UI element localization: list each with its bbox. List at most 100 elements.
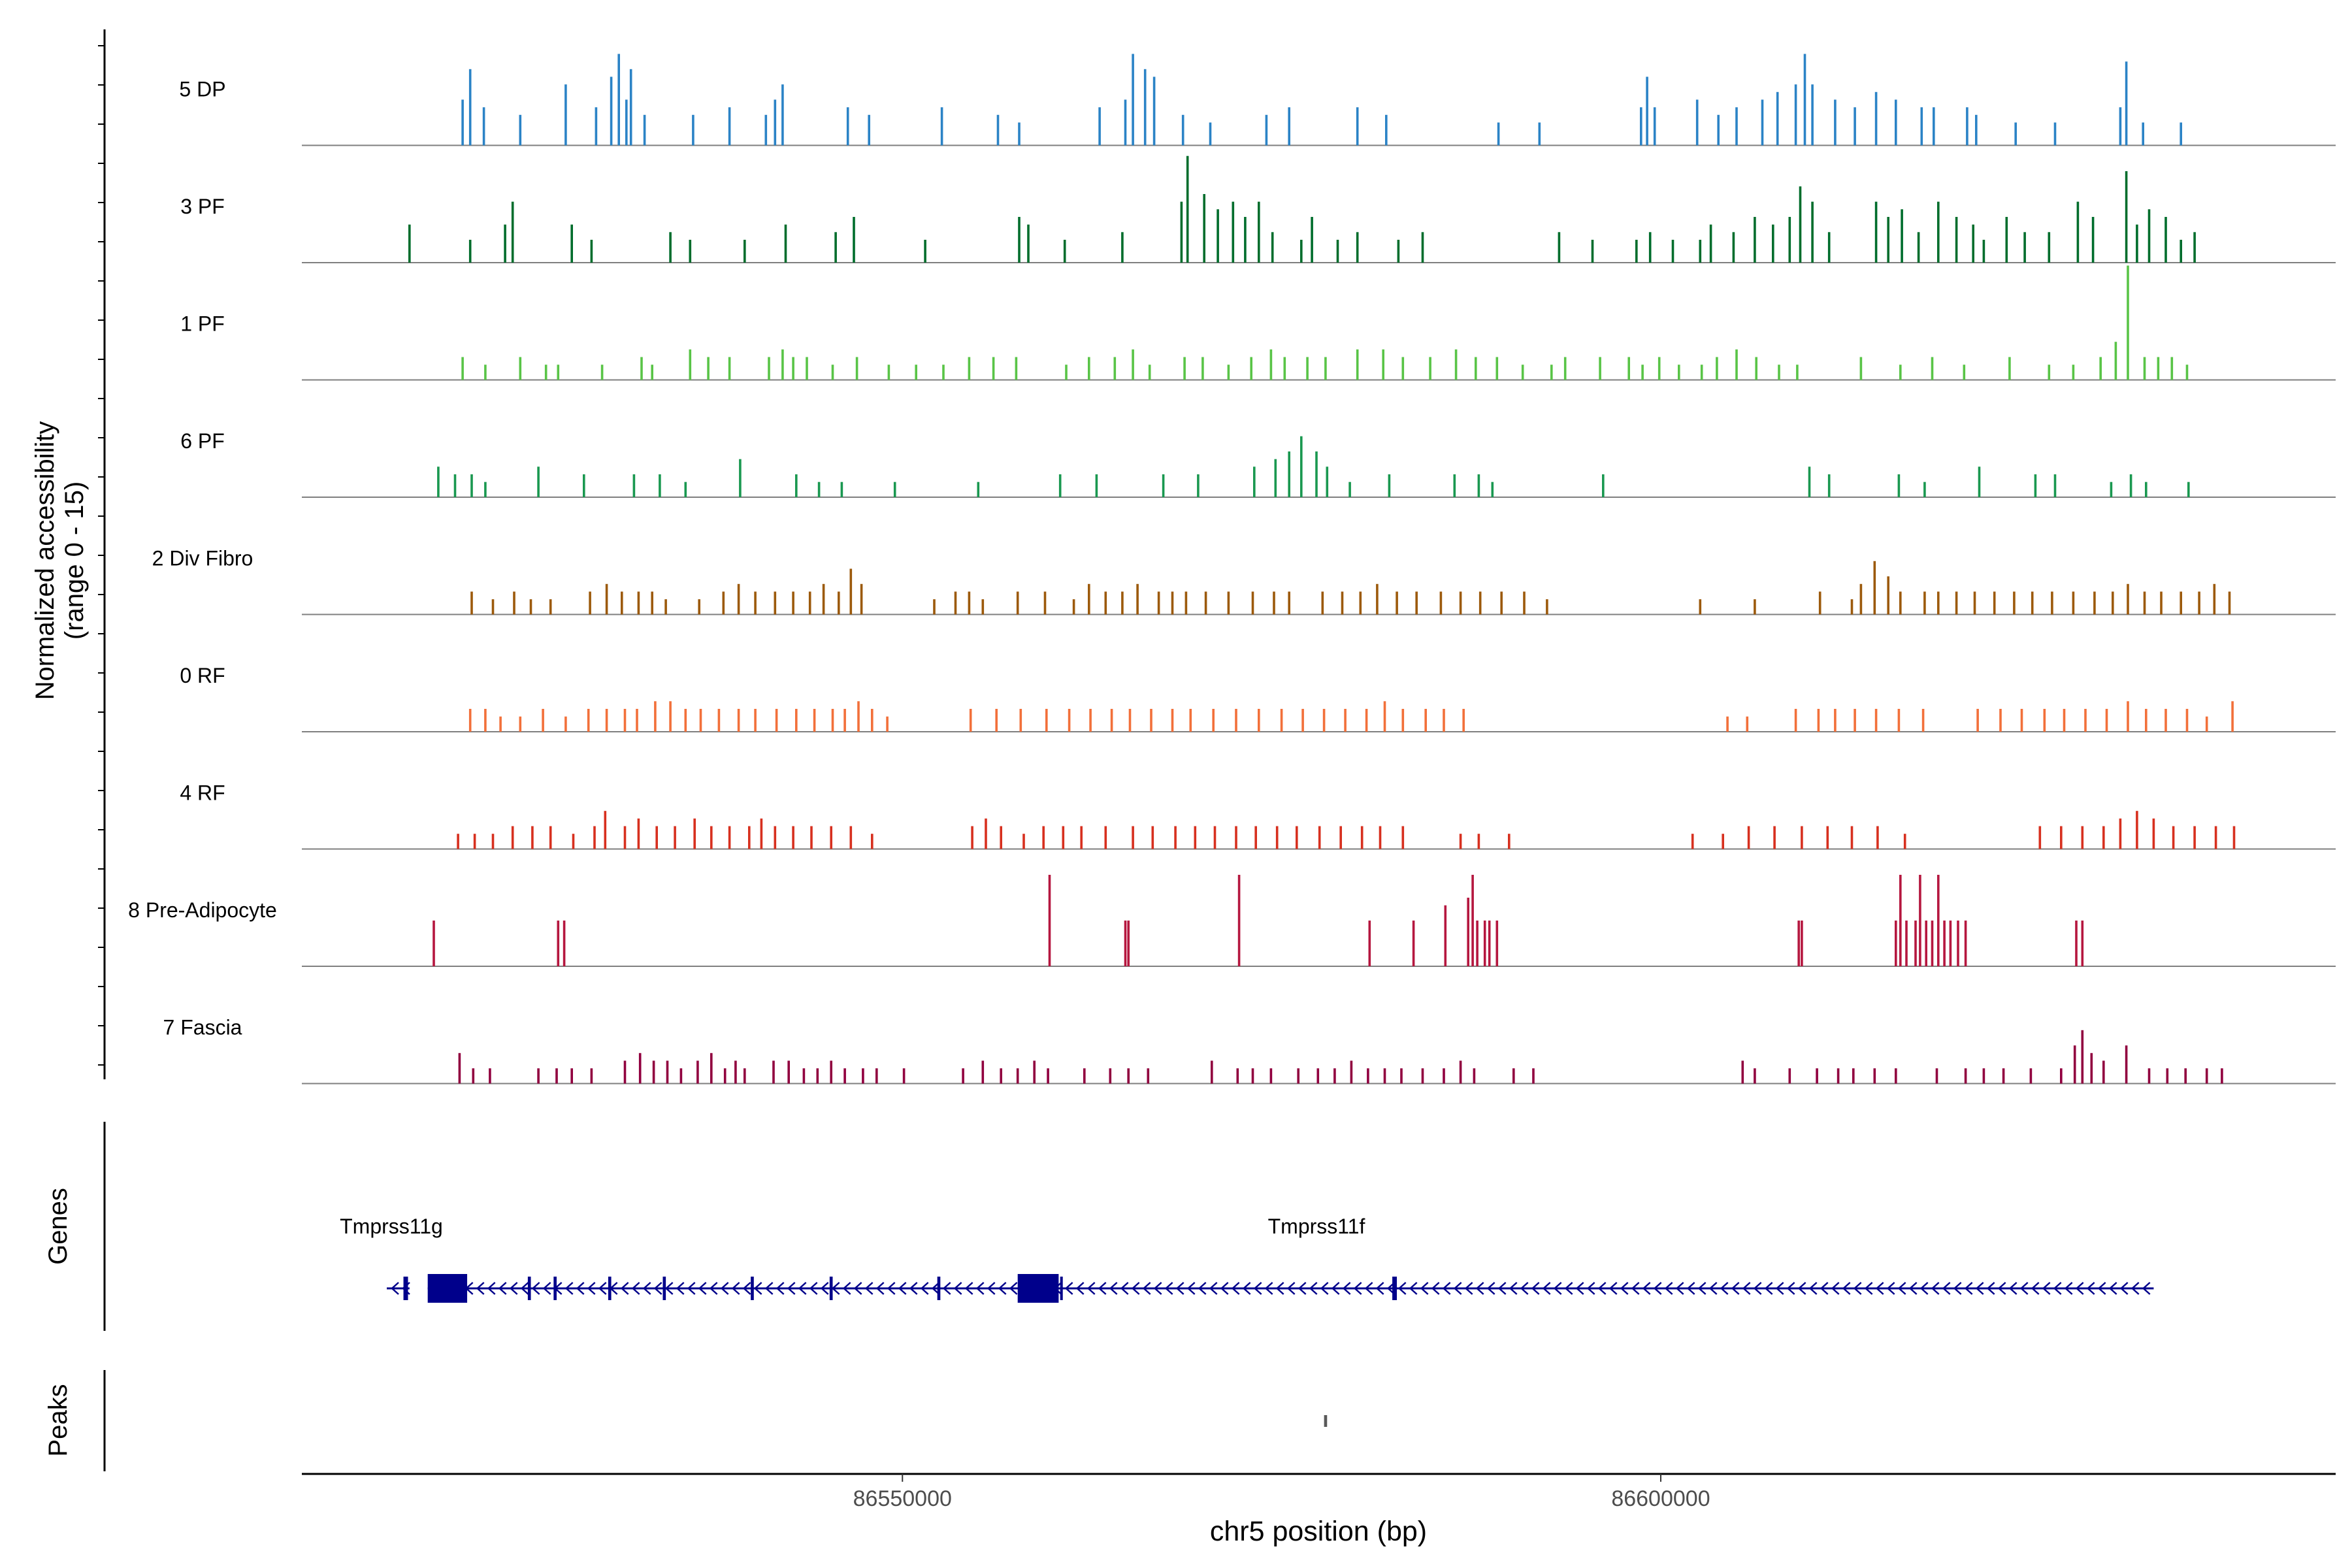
coverage-bar — [1897, 474, 1901, 497]
coverage-bar — [1709, 224, 1712, 263]
coverage-bar — [1919, 875, 1921, 966]
coverage-bar — [1083, 1068, 1086, 1084]
strand-chevron — [887, 1282, 896, 1295]
coverage-bar — [2148, 1068, 2151, 1084]
coverage-bar — [1365, 709, 1368, 732]
strand-chevron — [1875, 1282, 1884, 1295]
track-label: 8 Pre-Adipocyte — [128, 898, 277, 922]
coverage-bar — [1874, 709, 1878, 732]
coverage-bar — [860, 583, 863, 615]
coverage-bar — [1344, 709, 1347, 732]
coverage-bar — [2180, 240, 2182, 263]
coverage-bar — [1232, 201, 1235, 263]
coverage-bar — [489, 1068, 491, 1084]
strand-chevron — [875, 1282, 885, 1295]
coverage-bar — [519, 114, 522, 146]
coverage-bar — [2029, 1068, 2033, 1084]
coverage-bar — [1477, 834, 1480, 849]
coverage-bar — [2081, 1030, 2084, 1084]
strand-chevron — [1564, 1282, 1573, 1295]
coverage-bar — [1127, 921, 1130, 966]
coverage-bar — [2076, 201, 2080, 263]
coverage-bar — [461, 99, 464, 146]
gene-label: Tmprss11g — [340, 1215, 443, 1238]
strand-chevron — [920, 1282, 929, 1295]
track-label: 1 PF — [180, 312, 225, 336]
coverage-bar — [830, 826, 832, 849]
coverage-bar — [570, 224, 573, 263]
coverage-bar — [1444, 905, 1447, 966]
coverage-bar — [1747, 826, 1750, 849]
coverage-bar — [625, 99, 628, 146]
strand-chevron — [753, 1282, 762, 1295]
coverage-bar — [1000, 826, 1002, 849]
coverage-bar — [1454, 349, 1458, 380]
strand-chevron — [1509, 1282, 1518, 1295]
coverage-bar — [1209, 122, 1212, 146]
strand-chevron — [1919, 1282, 1929, 1295]
strand-chevron — [1853, 1282, 1862, 1295]
strand-chevron — [1120, 1282, 1129, 1295]
coverage-bar — [1700, 365, 1703, 380]
coverage-bar — [1065, 365, 1068, 380]
coverage-bar — [1212, 709, 1215, 732]
coverage-bar — [472, 1068, 475, 1084]
coverage-bar — [684, 482, 687, 497]
strand-chevron — [953, 1282, 962, 1295]
coverage-bar — [1181, 114, 1184, 146]
coverage-bar — [831, 365, 834, 380]
strand-chevron — [787, 1282, 796, 1295]
coverage-bar — [781, 349, 784, 380]
coverage-bar — [636, 709, 638, 732]
coverage-bar — [2005, 217, 2008, 263]
coverage-bar — [1827, 474, 1831, 497]
coverage-bar — [1022, 834, 1025, 849]
coverage-bar — [2020, 709, 2023, 732]
coverage-bar — [1808, 466, 1811, 497]
coverage-bar — [1088, 357, 1090, 380]
coverage-bar — [1978, 466, 1981, 497]
coverage-bar — [2091, 217, 2095, 263]
coverage-bar — [473, 834, 476, 849]
coverage-bar — [962, 1068, 964, 1084]
coverage-bar — [1273, 591, 1275, 615]
coverage-bar — [595, 107, 598, 146]
coverage-bar — [1356, 349, 1359, 380]
coverage-bar — [2075, 921, 2078, 966]
coverage-bar — [2119, 107, 2122, 146]
coverage-bar — [728, 357, 731, 380]
coverage-bar — [1045, 709, 1048, 732]
coverage-bar — [1251, 1068, 1254, 1084]
coverage-bar — [2090, 1053, 2093, 1084]
coverage-bar — [1379, 826, 1382, 849]
strand-chevron — [931, 1282, 940, 1295]
coverage-bar — [1280, 709, 1283, 732]
coverage-bar — [813, 709, 816, 732]
coverage-bar — [1401, 826, 1405, 849]
coverage-bar — [862, 1068, 864, 1084]
strand-chevron — [1797, 1282, 1806, 1295]
coverage-bar — [792, 591, 794, 615]
coverage-bar — [808, 591, 811, 615]
gene-exon — [427, 1274, 468, 1303]
strand-chevron — [676, 1282, 685, 1295]
coverage-bar — [1383, 701, 1386, 732]
strand-chevron — [2075, 1282, 2084, 1295]
coverage-bar — [1754, 217, 1756, 263]
coverage-bar — [698, 599, 700, 615]
coverage-bar — [637, 591, 640, 615]
coverage-bar — [549, 599, 552, 615]
coverage-bar — [1128, 709, 1132, 732]
coverage-bar — [1297, 1068, 1299, 1084]
coverage-bar — [1401, 709, 1405, 732]
coverage-bar — [2081, 826, 2084, 849]
coverage-bar — [2187, 482, 2190, 497]
x-tick-label: 86550000 — [853, 1486, 952, 1511]
coverage-bar — [468, 69, 472, 146]
coverage-bar — [1429, 357, 1431, 380]
coverage-bar — [1016, 591, 1019, 615]
coverage-bar — [1063, 240, 1066, 263]
coverage-bar — [519, 357, 522, 380]
gene-annotation-track: Tmprss11g Tmprss11f — [340, 1215, 2154, 1303]
coverage-bar — [537, 1068, 540, 1084]
